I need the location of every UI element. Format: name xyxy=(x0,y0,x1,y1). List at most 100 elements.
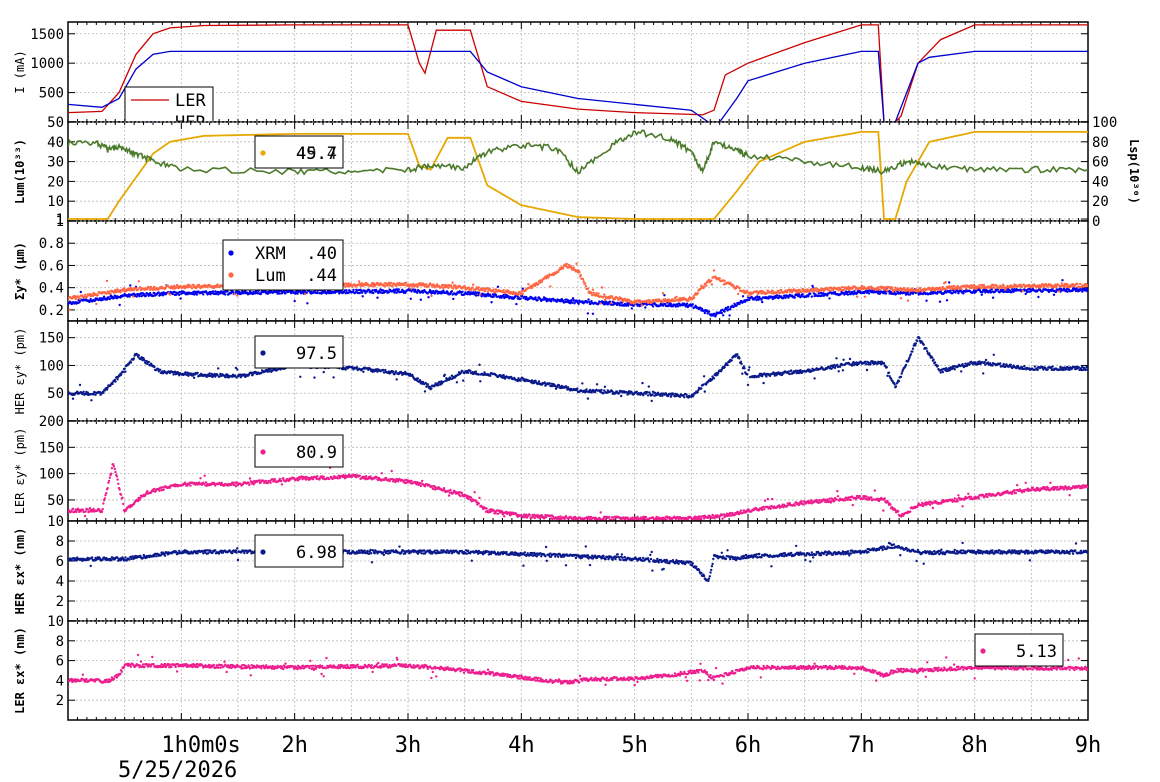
data-point xyxy=(761,300,764,304)
data-point xyxy=(767,297,770,300)
data-point xyxy=(801,293,804,296)
data-point xyxy=(886,289,889,292)
y-tick-label: 20 xyxy=(47,174,64,190)
data-point xyxy=(991,284,995,287)
data-point xyxy=(712,377,716,380)
data-point xyxy=(965,287,968,290)
data-point xyxy=(218,286,221,289)
data-point xyxy=(748,298,751,302)
data-point xyxy=(837,289,840,292)
data-point xyxy=(415,283,418,286)
data-point xyxy=(746,294,750,298)
data-point xyxy=(846,293,850,296)
data-point xyxy=(474,294,478,297)
data-point xyxy=(705,284,708,287)
data-point xyxy=(409,283,412,286)
data-point xyxy=(800,290,803,293)
y2-tick-label: 80 xyxy=(1092,135,1109,151)
data-point xyxy=(158,368,162,371)
data-point xyxy=(477,373,480,376)
data-point xyxy=(952,284,956,288)
series-points xyxy=(68,262,1088,311)
data-point xyxy=(741,295,745,298)
data-point xyxy=(547,276,550,279)
legend: XRM .40 Lum .44 xyxy=(222,239,344,291)
data-point xyxy=(537,282,540,286)
data-point xyxy=(173,284,176,288)
data-point xyxy=(901,289,904,293)
data-point xyxy=(114,294,117,298)
data-point xyxy=(137,280,140,283)
data-point xyxy=(375,290,378,293)
data-point xyxy=(775,294,779,297)
data-point xyxy=(738,287,741,290)
data-point xyxy=(1037,295,1040,299)
data-point xyxy=(1019,283,1022,286)
data-point xyxy=(1028,287,1032,291)
data-point xyxy=(195,293,199,296)
data-point xyxy=(982,283,986,287)
data-point xyxy=(700,284,703,287)
data-point xyxy=(863,295,867,298)
data-point xyxy=(123,367,126,370)
data-point xyxy=(106,386,109,389)
data-point xyxy=(68,303,70,307)
data-point xyxy=(196,371,199,375)
y-axis-label: I (mA) xyxy=(13,50,27,93)
data-point xyxy=(925,299,928,302)
y-tick-label: 1 xyxy=(56,212,64,228)
data-point xyxy=(540,280,544,283)
data-point xyxy=(119,291,122,294)
data-point xyxy=(748,366,751,369)
data-point xyxy=(83,293,87,296)
data-point xyxy=(347,282,350,285)
data-point xyxy=(906,299,910,302)
data-point xyxy=(722,314,725,317)
data-point xyxy=(486,290,490,293)
data-point xyxy=(172,373,175,376)
data-point xyxy=(661,301,664,304)
data-point xyxy=(412,283,415,286)
data-point xyxy=(149,285,153,289)
data-point xyxy=(1085,287,1088,291)
data-point xyxy=(1002,290,1005,294)
data-point xyxy=(582,280,585,283)
data-point xyxy=(644,306,647,309)
data-point xyxy=(571,301,574,304)
data-point xyxy=(581,278,585,281)
data-point xyxy=(755,298,758,302)
data-point xyxy=(730,359,733,362)
data-point xyxy=(382,289,385,292)
series-line xyxy=(68,50,1088,122)
data-point xyxy=(259,292,262,296)
data-point xyxy=(813,289,816,292)
data-point xyxy=(710,283,714,286)
data-point xyxy=(663,298,667,301)
data-point xyxy=(579,273,582,277)
data-point xyxy=(610,295,614,298)
data-point xyxy=(974,285,977,288)
data-point xyxy=(108,297,112,301)
data-point xyxy=(367,288,371,292)
data-point xyxy=(79,290,83,294)
data-point xyxy=(649,299,652,302)
data-point xyxy=(702,383,705,386)
legend-label: LER xyxy=(175,91,206,111)
data-point xyxy=(425,283,428,286)
data-point xyxy=(147,294,150,297)
data-point xyxy=(647,385,650,388)
data-point xyxy=(802,288,805,291)
data-point xyxy=(726,363,729,367)
data-point xyxy=(344,368,347,371)
data-point xyxy=(78,300,82,303)
data-point xyxy=(95,302,98,306)
data-point xyxy=(734,287,738,290)
data-point xyxy=(1041,283,1044,286)
data-point xyxy=(395,378,398,381)
data-point xyxy=(938,300,942,303)
data-point xyxy=(894,292,898,296)
data-point xyxy=(128,295,131,298)
data-point xyxy=(440,286,443,289)
data-point xyxy=(355,289,359,292)
data-point xyxy=(502,289,505,292)
